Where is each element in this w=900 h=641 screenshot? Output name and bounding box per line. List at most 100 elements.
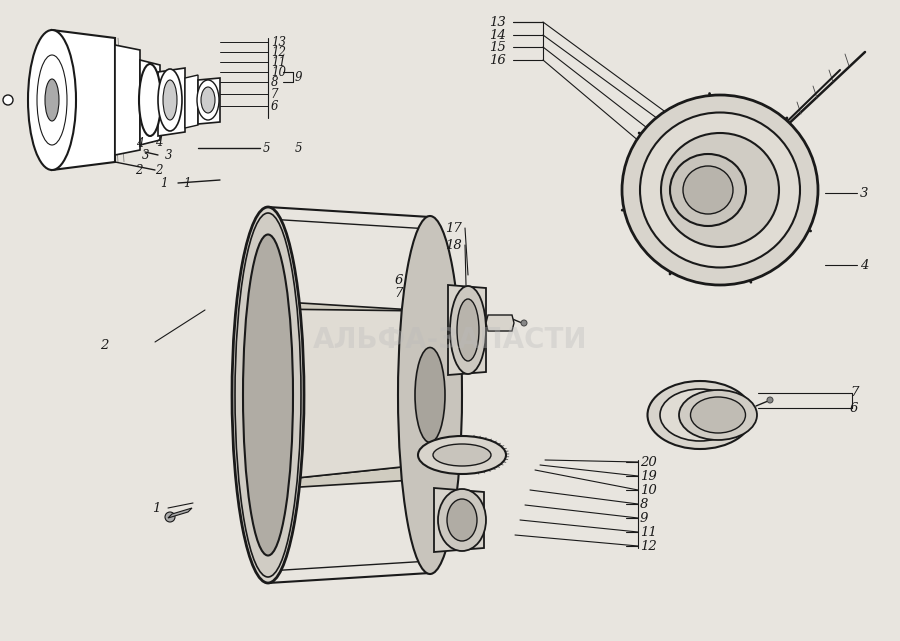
Circle shape [472,507,478,513]
Text: 13: 13 [490,15,506,28]
Text: 17: 17 [446,222,462,235]
Circle shape [465,355,472,361]
Text: 7: 7 [394,287,403,299]
Circle shape [244,340,254,350]
Ellipse shape [683,166,733,214]
Ellipse shape [647,381,752,449]
Polygon shape [268,301,430,326]
Ellipse shape [447,499,477,541]
Circle shape [468,300,474,306]
Circle shape [465,535,471,541]
Ellipse shape [163,80,177,120]
Circle shape [664,428,671,437]
Ellipse shape [438,489,486,551]
Text: АЛЬФА-ЗАПАСТИ: АЛЬФА-ЗАПАСТИ [313,326,587,354]
Circle shape [461,353,467,360]
Circle shape [454,329,460,335]
Text: 10: 10 [640,483,657,497]
Text: 3: 3 [142,149,149,162]
Circle shape [452,499,458,505]
Circle shape [460,537,465,543]
Ellipse shape [235,213,301,577]
Circle shape [275,458,285,467]
Ellipse shape [690,397,745,433]
Polygon shape [448,285,486,375]
Circle shape [728,394,736,402]
Circle shape [521,320,527,326]
Circle shape [456,309,463,315]
Circle shape [474,517,480,523]
Circle shape [244,440,254,450]
Circle shape [684,237,694,247]
Circle shape [472,305,478,311]
Circle shape [60,62,67,68]
Ellipse shape [415,347,445,442]
Text: 2: 2 [100,338,108,351]
Circle shape [457,348,464,354]
Circle shape [464,299,470,305]
Circle shape [468,501,474,507]
Text: 9: 9 [295,71,302,83]
Circle shape [33,97,39,103]
Text: 8: 8 [271,76,278,88]
Circle shape [771,210,781,221]
Circle shape [475,338,482,344]
Text: 6: 6 [394,274,403,287]
Circle shape [446,526,452,532]
Text: 16: 16 [490,53,506,67]
Circle shape [654,197,664,208]
Circle shape [767,397,773,403]
Circle shape [457,497,464,503]
Text: 14: 14 [490,28,506,42]
Circle shape [472,346,479,353]
Ellipse shape [158,69,182,131]
Circle shape [65,97,71,103]
Ellipse shape [640,113,800,267]
Polygon shape [140,60,160,145]
Text: 9: 9 [640,512,648,524]
Circle shape [449,532,455,538]
Ellipse shape [661,133,779,247]
Circle shape [258,313,269,323]
Polygon shape [434,488,484,552]
Text: 6: 6 [271,99,278,113]
Text: 8: 8 [640,497,648,510]
Text: 3: 3 [165,149,173,162]
Polygon shape [168,508,192,518]
Ellipse shape [243,235,293,556]
Circle shape [476,323,482,329]
Circle shape [474,313,481,319]
Ellipse shape [622,95,818,285]
Text: 1: 1 [183,176,191,190]
Circle shape [275,322,285,333]
Text: 12: 12 [640,540,657,553]
Text: 4: 4 [860,258,868,272]
Circle shape [474,514,480,520]
Circle shape [49,47,55,53]
Ellipse shape [197,80,219,120]
Text: 15: 15 [490,40,506,53]
Ellipse shape [660,389,740,441]
Text: 19: 19 [640,469,657,483]
Text: 2: 2 [135,163,142,176]
Circle shape [708,126,718,135]
Circle shape [258,467,269,477]
Circle shape [455,339,461,345]
Circle shape [38,132,44,138]
Ellipse shape [679,390,757,440]
Text: 7: 7 [271,88,278,101]
Text: 5: 5 [263,142,271,154]
Ellipse shape [201,87,215,113]
Text: 5: 5 [295,142,302,154]
Circle shape [464,498,469,504]
Circle shape [454,536,460,542]
Ellipse shape [670,154,746,226]
Circle shape [460,303,466,308]
Polygon shape [115,45,140,155]
Polygon shape [486,315,514,331]
Polygon shape [268,464,430,489]
Text: 20: 20 [640,456,657,469]
Circle shape [472,524,479,531]
Text: 4: 4 [136,137,143,149]
Ellipse shape [37,55,67,145]
